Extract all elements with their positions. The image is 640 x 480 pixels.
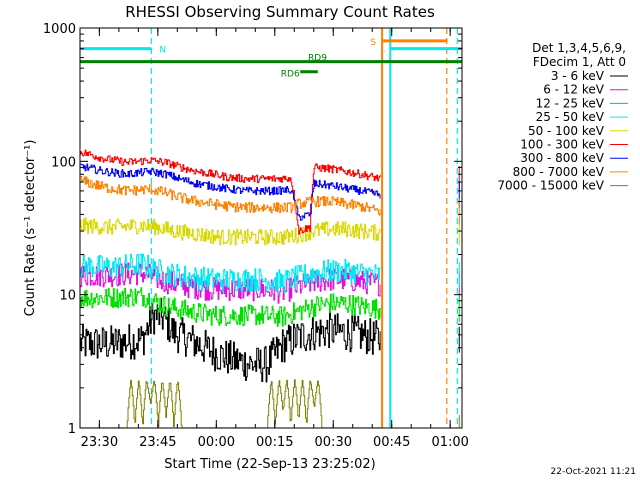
- legend-label-5: 100 - 300 keV: [520, 138, 604, 152]
- x-tick-label: 00:45: [373, 435, 410, 450]
- x-tick-label: 23:30: [81, 435, 118, 450]
- legend-label-1: 6 - 12 keV: [543, 83, 605, 97]
- x-tick-label: 00:15: [256, 435, 293, 450]
- x-tick-label: 23:45: [139, 435, 176, 450]
- series-line-7: [80, 176, 381, 216]
- event-label-s: S: [370, 38, 376, 48]
- chart-title: RHESSI Observing Summary Count Rates: [125, 3, 435, 21]
- event-label-n: N: [159, 46, 166, 56]
- x-axis-ticks: 23:30 23:45 00:00 00:15 00:30 00:45 01:00: [81, 28, 469, 450]
- legend-label-0: 3 - 6 keV: [551, 69, 605, 83]
- y-tick-label: 10: [59, 289, 76, 304]
- series-line-5: [80, 149, 381, 235]
- series-line-3: [80, 253, 381, 294]
- x-tick-label: 00:30: [315, 435, 352, 450]
- x-tick-label: 01:00: [431, 435, 468, 450]
- x-tick-label: 00:00: [198, 435, 235, 450]
- legend-label-2: 12 - 25 keV: [536, 96, 605, 110]
- plot-frame: [79, 27, 463, 429]
- date-stamp: 22-Oct-2021 11:21: [551, 467, 636, 477]
- y-axis-ticks: 1 10 100 1000: [43, 22, 462, 437]
- legend-label-4: 50 - 100 keV: [528, 124, 605, 138]
- legend-header-line-1: Det 1,3,4,5,6,9,: [532, 41, 626, 55]
- y-tick-label: 100: [51, 155, 76, 170]
- event-bars: N S RD9 RD6: [80, 28, 462, 428]
- series-lines: [80, 149, 460, 429]
- event-label-rd9: RD9: [308, 54, 327, 64]
- legend-header-line-2: FDecim 1, Att 0: [533, 55, 626, 69]
- x-axis-label: Start Time (22-Sep-13 23:25:02): [164, 457, 375, 472]
- legend-label-3: 25 - 50 keV: [536, 110, 605, 124]
- series-line-4: [80, 217, 381, 246]
- y-tick-label: 1000: [43, 22, 76, 37]
- legend-label-6: 300 - 800 keV: [520, 151, 604, 165]
- series-line-8: [80, 379, 381, 429]
- legend: Det 1,3,4,5,6,9, FDecim 1, Att 0 3 - 6 k…: [497, 41, 628, 193]
- y-axis-label: Count Rate (s⁻¹ detector⁻¹): [23, 140, 38, 317]
- legend-label-8: 7000 - 15000 keV: [497, 179, 604, 193]
- series-line-2: [80, 287, 381, 327]
- series-line-0: [80, 297, 381, 383]
- series-line-6: [80, 163, 381, 221]
- y-tick-label: 1: [68, 422, 76, 437]
- legend-label-7: 800 - 7000 keV: [513, 165, 605, 179]
- event-label-rd6: RD6: [281, 70, 300, 80]
